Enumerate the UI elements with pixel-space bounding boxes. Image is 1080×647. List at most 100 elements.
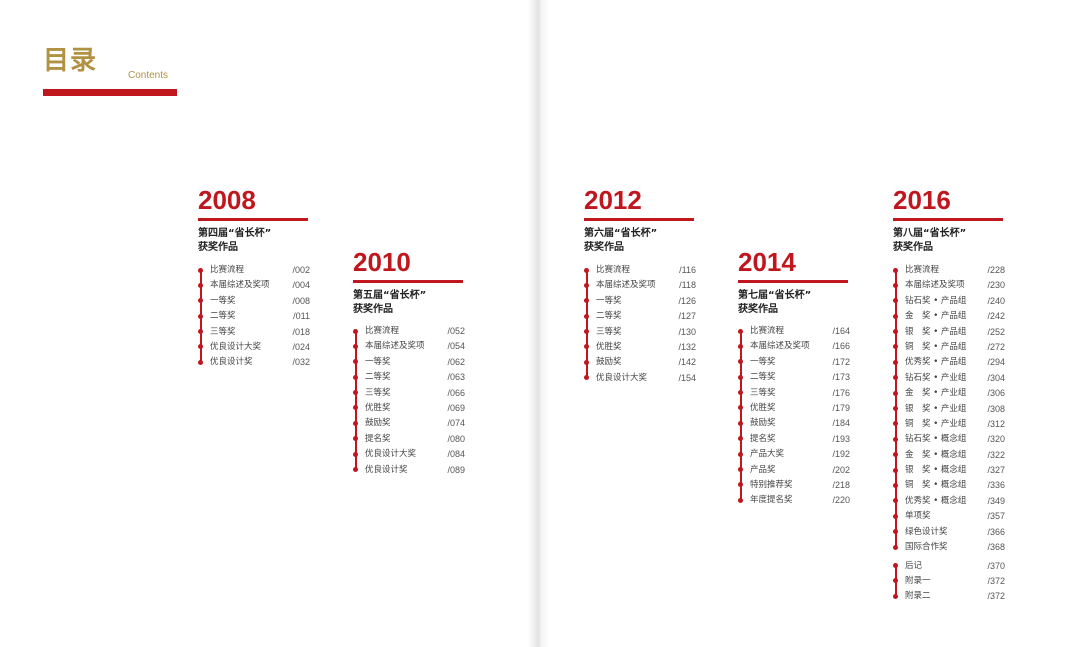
section-year: 2008: [198, 185, 256, 215]
bullet-dot: [893, 482, 898, 488]
item-page-number: /008: [292, 295, 310, 306]
bullet-dot: [893, 578, 898, 584]
list-item[interactable]: 二等奖/173: [738, 370, 850, 385]
list-item[interactable]: 优良设计奖/032: [198, 355, 310, 370]
list-item[interactable]: 金 奖 • 概念组/322: [893, 448, 1005, 463]
item-label: 一等奖: [365, 356, 391, 367]
list-item[interactable]: 比赛流程/116: [584, 263, 696, 278]
bullet-dot: [893, 267, 898, 273]
list-item[interactable]: 钻石奖 • 产品组/240: [893, 294, 1005, 309]
bullet-dot: [353, 436, 358, 442]
item-page-number: /126: [678, 295, 696, 306]
list-item[interactable]: 产品奖/202: [738, 463, 850, 478]
list-item[interactable]: 一等奖/126: [584, 294, 696, 309]
toc-list: 比赛流程/228 本届综述及奖项/230 钻石奖 • 产品组/240 金 奖 • 产品…: [893, 263, 1005, 555]
list-item[interactable]: 提名奖/193: [738, 432, 850, 447]
list-item[interactable]: 比赛流程/052: [353, 324, 465, 339]
list-item[interactable]: 后记/370: [893, 559, 1005, 574]
list-item[interactable]: 附录一/372: [893, 574, 1005, 589]
list-item[interactable]: 年度提名奖/220: [738, 493, 850, 508]
list-item[interactable]: 优胜奖/069: [353, 401, 465, 416]
list-item[interactable]: 优胜奖/179: [738, 401, 850, 416]
list-item[interactable]: 银 奖 • 产品组/252: [893, 325, 1005, 340]
list-item[interactable]: 银 奖 • 产业组/308: [893, 402, 1005, 417]
list-item[interactable]: 比赛流程/002: [198, 263, 310, 278]
list-item[interactable]: 本届综述及奖项/004: [198, 278, 310, 293]
item-label: 一等奖: [210, 295, 236, 306]
list-item[interactable]: 二等奖/127: [584, 309, 696, 324]
bullet-dot: [584, 329, 589, 335]
item-label: 鼓励奖: [365, 418, 391, 429]
list-item[interactable]: 钻石奖 • 概念组/320: [893, 432, 1005, 447]
list-item[interactable]: 三等奖/066: [353, 386, 465, 401]
bullet-dot: [584, 375, 589, 381]
list-item[interactable]: 产品大奖/192: [738, 447, 850, 462]
list-item[interactable]: 比赛流程/228: [893, 263, 1005, 278]
list-item[interactable]: 一等奖/008: [198, 294, 310, 309]
list-item[interactable]: 一等奖/062: [353, 355, 465, 370]
list-item[interactable]: 优良设计大奖/024: [198, 340, 310, 355]
item-page-number: /202: [832, 464, 850, 475]
list-item[interactable]: 本届综述及奖项/054: [353, 339, 465, 354]
list-item[interactable]: 铜 奖 • 产品组/272: [893, 340, 1005, 355]
item-page-number: /066: [447, 387, 465, 398]
list-item[interactable]: 铜 奖 • 产业组/312: [893, 417, 1005, 432]
list-item[interactable]: 鼓励奖/184: [738, 416, 850, 431]
list-item[interactable]: 鼓励奖/142: [584, 355, 696, 370]
item-label: 本届综述及奖项: [905, 280, 965, 291]
list-item[interactable]: 金 奖 • 产品组/242: [893, 309, 1005, 324]
list-item[interactable]: 鼓励奖/074: [353, 416, 465, 431]
list-item[interactable]: 特别推荐奖/218: [738, 478, 850, 493]
item-label: 银 奖 • 产业组: [905, 403, 967, 414]
list-item[interactable]: 绿色设计奖/366: [893, 525, 1005, 540]
list-item[interactable]: 钻石奖 • 产业组/304: [893, 371, 1005, 386]
bullet-dot: [738, 405, 743, 411]
list-item[interactable]: 本届综述及奖项/118: [584, 278, 696, 293]
list-item[interactable]: 单项奖/357: [893, 509, 1005, 524]
right-page: [540, 0, 1080, 647]
bullet-dot: [893, 390, 898, 396]
list-item[interactable]: 金 奖 • 产业组/306: [893, 386, 1005, 401]
list-item[interactable]: 优良设计大奖/154: [584, 371, 696, 386]
list-item[interactable]: 国际合作奖/368: [893, 540, 1005, 555]
list-item[interactable]: 二等奖/063: [353, 370, 465, 385]
item-page-number: /252: [987, 326, 1005, 337]
list-item[interactable]: 二等奖/011: [198, 309, 310, 324]
list-item[interactable]: 本届综述及奖项/166: [738, 339, 850, 354]
item-label: 提名奖: [750, 433, 776, 444]
list-item[interactable]: 三等奖/176: [738, 386, 850, 401]
list-item[interactable]: 优秀奖 • 概念组/349: [893, 494, 1005, 509]
bullet-dot: [353, 451, 358, 457]
bullet-dot: [893, 359, 898, 365]
bullet-dot: [198, 329, 203, 335]
list-item[interactable]: 比赛流程/164: [738, 324, 850, 339]
item-label: 绿色设计奖: [905, 526, 948, 537]
bullet-dot: [353, 328, 358, 334]
list-item[interactable]: 附录二/372: [893, 589, 1005, 604]
list-item[interactable]: 银 奖 • 概念组/327: [893, 463, 1005, 478]
section-edition-subtitle: 获奖作品: [738, 304, 778, 315]
section-rule: [738, 280, 848, 283]
timeline-line: [354, 331, 357, 470]
list-item[interactable]: 铜 奖 • 概念组/336: [893, 478, 1005, 493]
item-label: 金 奖 • 产业组: [905, 388, 967, 399]
list-item[interactable]: 三等奖/018: [198, 325, 310, 340]
item-label: 本届综述及奖项: [365, 341, 425, 352]
list-item[interactable]: 优胜奖/132: [584, 340, 696, 355]
item-label: 钻石奖 • 概念组: [905, 434, 967, 445]
bullet-dot: [738, 420, 743, 426]
list-item[interactable]: 优良设计奖/089: [353, 463, 465, 478]
list-item[interactable]: 三等奖/130: [584, 325, 696, 340]
list-item[interactable]: 优良设计大奖/084: [353, 447, 465, 462]
timeline-line: [585, 270, 588, 378]
list-item[interactable]: 本届综述及奖项/230: [893, 278, 1005, 293]
item-page-number: /370: [987, 560, 1005, 571]
page-subtitle: Contents: [128, 70, 169, 81]
item-page-number: /164: [832, 326, 850, 336]
list-item[interactable]: 一等奖/172: [738, 355, 850, 370]
bullet-dot: [893, 452, 898, 458]
list-item[interactable]: 提名奖/080: [353, 432, 465, 447]
list-item[interactable]: 优秀奖 • 产品组/294: [893, 355, 1005, 370]
item-page-number: /011: [293, 311, 310, 322]
item-page-number: /018: [292, 326, 310, 337]
